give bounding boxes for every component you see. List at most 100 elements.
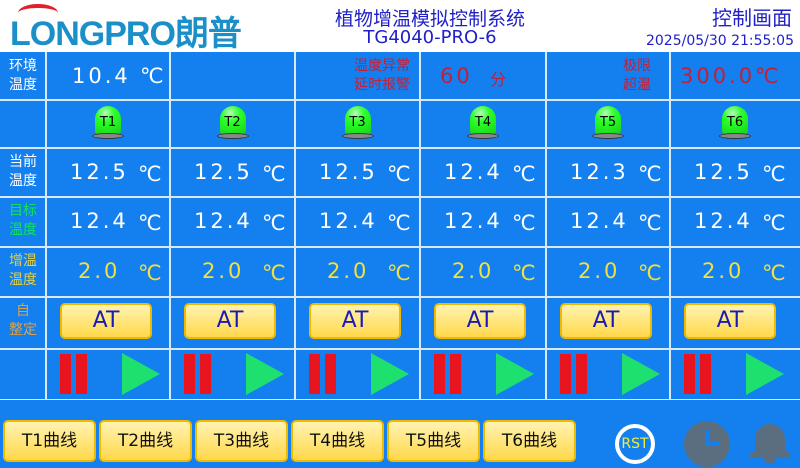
pause-bar — [325, 354, 336, 394]
play-icon[interactable] — [622, 353, 660, 395]
grid-line — [0, 348, 800, 350]
play-icon[interactable] — [496, 353, 534, 395]
curve-button-t5[interactable]: T5曲线 — [387, 420, 480, 462]
limit-temp-value[interactable]: 300.0 — [680, 64, 756, 88]
pause-bar — [76, 354, 87, 394]
pause-bar — [576, 354, 587, 394]
grid-line — [0, 246, 800, 248]
play-icon[interactable] — [246, 353, 284, 395]
heating-temp-t2[interactable]: 2.0 — [202, 259, 245, 283]
pause-icon[interactable] — [309, 354, 337, 394]
clock-icon[interactable] — [684, 421, 730, 467]
pause-bar — [434, 354, 445, 394]
current-temp-t5: 12.3 — [570, 160, 629, 184]
curve-button-t3[interactable]: T3曲线 — [195, 420, 288, 462]
target-temp-t5[interactable]: 12.4 — [570, 209, 629, 233]
grid-line — [45, 52, 47, 400]
current-temp-t1: 12.5 — [70, 160, 129, 184]
pause-icon[interactable] — [560, 354, 588, 394]
target-unit: ℃ — [638, 211, 662, 235]
control-grid: 环境 温度 10.4 ℃ 温度异常 延时报警 60 分极限 超温 300.0 ℃ 当前 温度 目标 温度 增温… — [0, 52, 800, 401]
grid-line — [0, 99, 800, 101]
play-icon[interactable] — [746, 353, 784, 395]
autotune-button-t1[interactable]: AT — [60, 303, 152, 339]
target-temp-t2[interactable]: 12.4 — [194, 209, 253, 233]
target-label: 温度 — [9, 222, 37, 238]
heating-temp-t1[interactable]: 2.0 — [78, 259, 121, 283]
autotune-button-t5[interactable]: AT — [560, 303, 652, 339]
target-temp-t3[interactable]: 12.4 — [319, 209, 378, 233]
heating-unit: ℃ — [387, 261, 411, 285]
lamp-base — [592, 133, 624, 139]
model-number: TG4040-PRO-6 — [363, 27, 497, 48]
current-unit: ℃ — [638, 162, 662, 186]
pause-icon[interactable] — [184, 354, 212, 394]
alarm-delay-value[interactable]: 60 — [440, 64, 473, 88]
ambient-label: 温度 — [9, 77, 37, 93]
target-unit: ℃ — [387, 211, 411, 235]
heating-label: 温度 — [9, 272, 37, 288]
play-icon[interactable] — [371, 353, 409, 395]
autotune-button-t2[interactable]: AT — [184, 303, 276, 339]
pause-bar — [450, 354, 461, 394]
autotune-button-t3[interactable]: AT — [309, 303, 401, 339]
current-temp-t3: 12.5 — [319, 160, 378, 184]
ambient-temp-value: 10.4 — [72, 64, 131, 88]
screen-name: 控制画面 — [712, 6, 792, 30]
curve-button-t1[interactable]: T1曲线 — [3, 420, 96, 462]
limit-label: 极限 — [623, 58, 651, 74]
grid-line — [294, 52, 296, 400]
heating-temp-t3[interactable]: 2.0 — [327, 259, 370, 283]
lamp-label: T2 — [219, 106, 246, 134]
pause-bar — [560, 354, 571, 394]
heating-unit: ℃ — [262, 261, 286, 285]
autotune-button-t6[interactable]: AT — [684, 303, 776, 339]
lamp-label: T6 — [722, 106, 748, 134]
current-unit: ℃ — [762, 162, 786, 186]
ambient-temp-unit: ℃ — [140, 64, 164, 88]
status-lamp-t1: T1 — [92, 106, 124, 140]
lamp-label: T5 — [595, 106, 621, 134]
heating-unit: ℃ — [638, 261, 662, 285]
pause-bar — [60, 354, 71, 394]
target-temp-t4[interactable]: 12.4 — [444, 209, 503, 233]
current-unit: ℃ — [262, 162, 286, 186]
grid-line — [169, 52, 171, 400]
pause-icon[interactable] — [684, 354, 712, 394]
current-temp-t6: 12.5 — [694, 160, 753, 184]
heating-unit: ℃ — [512, 261, 536, 285]
logo-swoosh — [18, 4, 58, 22]
status-lamp-t6: T6 — [719, 106, 751, 140]
autotune-button-t4[interactable]: AT — [434, 303, 526, 339]
grid-line — [419, 52, 421, 400]
target-unit: ℃ — [762, 211, 786, 235]
play-icon[interactable] — [122, 353, 160, 395]
curve-button-t6[interactable]: T6曲线 — [483, 420, 576, 462]
pause-bar — [200, 354, 211, 394]
pause-icon[interactable] — [434, 354, 462, 394]
current-unit: ℃ — [387, 162, 411, 186]
pause-icon[interactable] — [60, 354, 88, 394]
target-temp-t1[interactable]: 12.4 — [70, 209, 129, 233]
current-unit: ℃ — [512, 162, 536, 186]
lamp-base — [216, 133, 249, 139]
grid-line — [545, 52, 547, 400]
heating-temp-t6[interactable]: 2.0 — [702, 259, 745, 283]
target-temp-t6[interactable]: 12.4 — [694, 209, 753, 233]
grid-line — [0, 196, 800, 198]
curve-button-t4[interactable]: T4曲线 — [291, 420, 384, 462]
pause-bar — [700, 354, 711, 394]
app-title: 植物增温模拟控制系统 — [334, 8, 525, 30]
lamp-base — [467, 133, 499, 139]
autotune-label: 自 — [16, 303, 30, 319]
heating-temp-t4[interactable]: 2.0 — [452, 259, 495, 283]
ambient-label: 环境 — [9, 58, 37, 74]
autotune-label: 整定 — [9, 322, 37, 338]
heating-temp-t5[interactable]: 2.0 — [578, 259, 621, 283]
lamp-base — [92, 133, 124, 139]
status-lamp-t2: T2 — [216, 106, 249, 140]
reset-icon[interactable]: RST — [615, 424, 655, 464]
heating-label: 增温 — [9, 253, 37, 269]
bell-icon[interactable] — [750, 420, 790, 466]
curve-button-t2[interactable]: T2曲线 — [99, 420, 192, 462]
